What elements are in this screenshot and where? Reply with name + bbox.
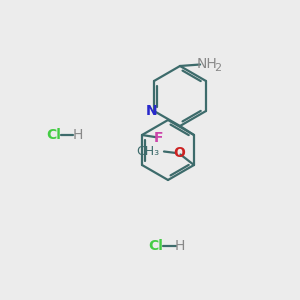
Text: 2: 2: [214, 63, 221, 73]
Text: Cl: Cl: [46, 128, 62, 142]
Text: N: N: [146, 104, 158, 118]
Text: O: O: [173, 146, 185, 160]
Text: NH: NH: [196, 58, 218, 71]
Text: F: F: [154, 131, 163, 145]
Text: Cl: Cl: [148, 239, 164, 253]
Text: H: H: [175, 239, 185, 253]
Text: CH₃: CH₃: [136, 145, 159, 158]
Text: H: H: [73, 128, 83, 142]
